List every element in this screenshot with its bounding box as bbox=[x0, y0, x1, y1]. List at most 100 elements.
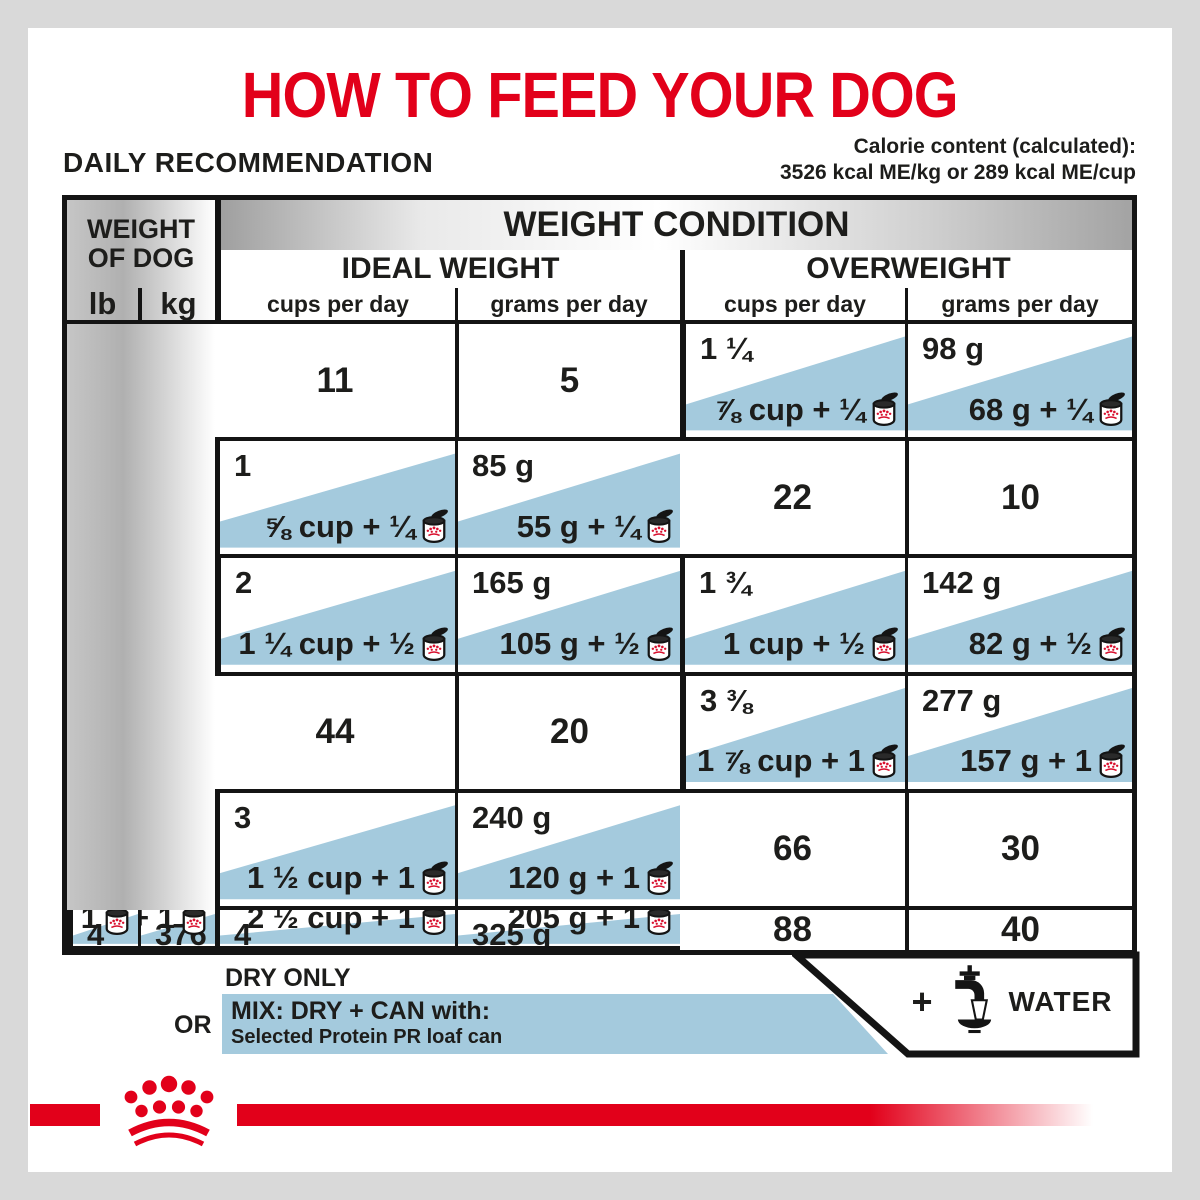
mix-amount: 3 ⅛ cup + 1 bbox=[73, 909, 98, 936]
can-icon bbox=[105, 909, 131, 936]
can-icon bbox=[1099, 742, 1125, 778]
mix-amount: 1 ⅞ cup + 1 bbox=[696, 743, 865, 779]
calorie-value: 3526 kcal ME/kg or 289 kcal ME/cup bbox=[779, 161, 1136, 185]
dry-amount: 1 bbox=[234, 448, 252, 484]
header-over-cups-per-day: cups per day bbox=[680, 288, 905, 324]
legend-dry-only: DRY ONLY bbox=[225, 964, 351, 992]
cell-ideal-grams: 98 g 68 g + ¼ bbox=[905, 324, 1132, 442]
legend-mix-band: MIX: DRY + CAN with: Selected Protein PR… bbox=[222, 994, 888, 1054]
mix-amount: 105 g + ½ bbox=[499, 626, 640, 662]
dry-amount: 277 g bbox=[922, 682, 1002, 718]
water-callout: + WATER bbox=[792, 951, 1140, 1058]
section-label: DAILY RECOMMENDATION bbox=[63, 147, 434, 178]
dry-amount: 2 bbox=[235, 565, 253, 601]
dry-amount: 325 g bbox=[472, 916, 552, 950]
can-icon bbox=[647, 508, 673, 544]
mix-amount: 68 g + ¼ bbox=[968, 391, 1092, 427]
cell-ideal-cups: 3 ⅜ 1 ⅞ cup + 1 bbox=[680, 675, 905, 793]
cell-over-grams: 85 g 55 g + ¼ bbox=[455, 441, 680, 559]
water-label: WATER bbox=[1008, 985, 1113, 1017]
weight-kg: 5 bbox=[455, 324, 680, 442]
cell-ideal-cups: 2 1 ¼ cup + ½ bbox=[215, 558, 455, 676]
dry-amount: 98 g bbox=[922, 331, 985, 366]
cell-ideal-cups: 1 ¼ ⅞ cup + ¼ bbox=[680, 324, 905, 442]
can-icon bbox=[647, 625, 673, 661]
cell-over-grams: 325 g 205 g + 1 bbox=[455, 909, 680, 950]
cell-over-grams: 240 g 120 g + 1 bbox=[455, 792, 680, 910]
weight-lb: 22 bbox=[680, 441, 905, 559]
legend-mix-label: MIX: DRY + CAN with: bbox=[231, 997, 491, 1025]
cell-over-cups: 1 ¾ 1 cup + ½ bbox=[680, 558, 905, 676]
weight-kg: 30 bbox=[905, 792, 1132, 910]
page-title: HOW TO FEED YOUR DOG bbox=[242, 59, 959, 131]
mix-amount: 256 g + 1 bbox=[141, 909, 175, 936]
header-weight-of-dog: WEIGHT OF DOG bbox=[87, 213, 195, 273]
header-ideal-grams-per-day: grams per day bbox=[455, 288, 680, 324]
weight-lb: 11 bbox=[215, 324, 455, 442]
can-icon bbox=[647, 909, 673, 936]
water-box-frame bbox=[792, 951, 1140, 1058]
dry-amount: 4 ⅝ bbox=[87, 916, 105, 950]
weight-lb: 88 bbox=[773, 909, 812, 949]
legend-mix-sub: Selected Protein PR loaf can bbox=[231, 1025, 503, 1048]
weight-lb: 44 bbox=[215, 676, 455, 793]
header-unit-kg: kg bbox=[138, 286, 215, 324]
royal-canin-crown-logo bbox=[108, 1074, 230, 1154]
label-page: HOW TO FEED YOUR DOG DAILY RECOMMENDATIO… bbox=[28, 28, 1172, 1172]
dry-amount: 240 g bbox=[472, 799, 552, 835]
dry-amount: 3 bbox=[234, 799, 252, 835]
brand-band-left bbox=[30, 1104, 100, 1126]
cell-over-grams: 142 g 82 g + ½ bbox=[905, 558, 1132, 676]
dry-amount: 85 g bbox=[472, 448, 535, 484]
header-ideal-weight: IDEAL WEIGHT bbox=[215, 250, 680, 288]
can-icon bbox=[182, 909, 208, 936]
water-faucet-icon bbox=[953, 963, 992, 1034]
weight-lb: 66 bbox=[680, 793, 905, 910]
header-ideal-cups-per-day: cups per day bbox=[215, 288, 455, 324]
can-icon bbox=[872, 391, 898, 427]
cell-over-cups: 3 1 ½ cup + 1 bbox=[215, 792, 455, 910]
header-weight-condition: WEIGHT CONDITION bbox=[215, 200, 1132, 250]
cell-ideal-grams: 165 g 105 g + ½ bbox=[455, 558, 680, 676]
dry-amount: 4 bbox=[234, 916, 252, 950]
can-icon bbox=[647, 859, 673, 896]
can-icon bbox=[1099, 625, 1125, 661]
mix-amount: 120 g + 1 bbox=[508, 860, 640, 896]
mix-amount: 1 ½ cup + 1 bbox=[246, 860, 415, 896]
header-overweight: OVERWEIGHT bbox=[680, 250, 1132, 288]
weight-kg: 40 bbox=[905, 909, 1132, 950]
header-over-grams-per-day: grams per day bbox=[905, 288, 1132, 324]
mix-amount: ⅝ cup + ¼ bbox=[264, 508, 415, 544]
weight-kg: 10 bbox=[905, 441, 1132, 559]
can-icon bbox=[422, 859, 448, 896]
dry-amount: 1 ¾ bbox=[699, 565, 751, 601]
weight-kg: 20 bbox=[455, 675, 680, 793]
mix-amount: 2 ½ cup + 1 bbox=[246, 909, 415, 936]
cell-ideal-grams: 277 g 157 g + 1 bbox=[905, 675, 1132, 793]
cell-over-cups: 1 ⅝ cup + ¼ bbox=[215, 441, 455, 559]
mix-amount: ⅞ cup + ¼ bbox=[714, 391, 865, 427]
can-icon bbox=[872, 742, 898, 778]
brand-band-right bbox=[237, 1104, 1093, 1126]
dry-amount: 142 g bbox=[922, 565, 1002, 601]
can-icon bbox=[872, 625, 898, 661]
mix-amount: 205 g + 1 bbox=[508, 909, 640, 936]
mix-amount: 1 ¼ cup + ½ bbox=[238, 626, 415, 662]
feeding-table: WEIGHT OF DOG WEIGHT CONDITION IDEAL WEI… bbox=[62, 195, 1137, 955]
mix-amount: 55 g + ¼ bbox=[516, 508, 640, 544]
dry-amount: 1 ¼ bbox=[700, 331, 752, 366]
mix-amount: 82 g + ½ bbox=[968, 626, 1092, 662]
can-icon bbox=[1099, 391, 1125, 427]
mix-amount: 1 cup + ½ bbox=[722, 626, 865, 662]
header-unit-lb: lb bbox=[67, 286, 138, 324]
dry-amount: 165 g bbox=[472, 565, 552, 601]
can-icon bbox=[422, 625, 448, 661]
legend-or: OR bbox=[174, 1011, 212, 1039]
cell-ideal-grams: 376 g256 g + 1 bbox=[138, 909, 215, 950]
calorie-content: Calorie content (calculated): 3526 kcal … bbox=[780, 134, 1136, 187]
calorie-label: Calorie content (calculated): bbox=[853, 135, 1136, 158]
cell-ideal-cups: 4 ⅝3 ⅛ cup + 1 bbox=[67, 909, 138, 950]
dry-amount: 3 ⅜ bbox=[700, 682, 752, 718]
mix-amount: 157 g + 1 bbox=[960, 743, 1092, 779]
